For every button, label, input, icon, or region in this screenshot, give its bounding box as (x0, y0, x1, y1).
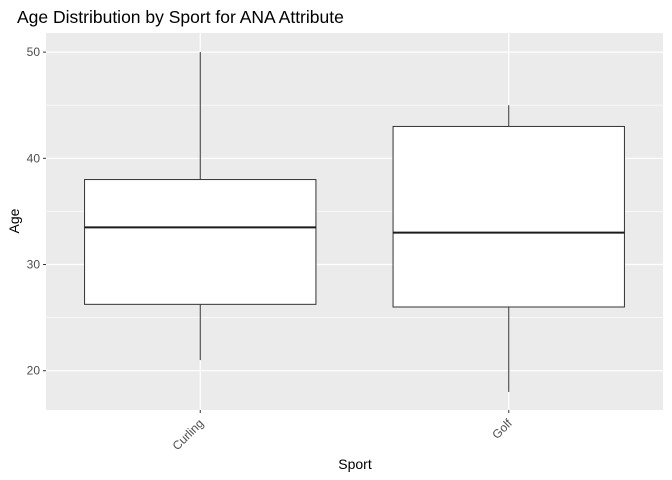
box-curling (84, 52, 317, 361)
box-body (392, 125, 625, 308)
x-tick-label: Curling (170, 416, 207, 453)
y-tick-label: 40 (27, 151, 41, 165)
y-axis-title: Age (6, 208, 22, 233)
x-axis-title: Sport (338, 456, 372, 472)
box-golf (392, 105, 625, 392)
y-tick-label: 20 (27, 364, 41, 378)
y-tick-label: 30 (27, 258, 41, 272)
x-tick-label: Golf (489, 416, 515, 442)
chart-title: Age Distribution by Sport for ANA Attrib… (17, 7, 344, 27)
boxes (84, 52, 625, 392)
box-body (84, 179, 317, 305)
y-tick-label: 50 (27, 45, 41, 59)
